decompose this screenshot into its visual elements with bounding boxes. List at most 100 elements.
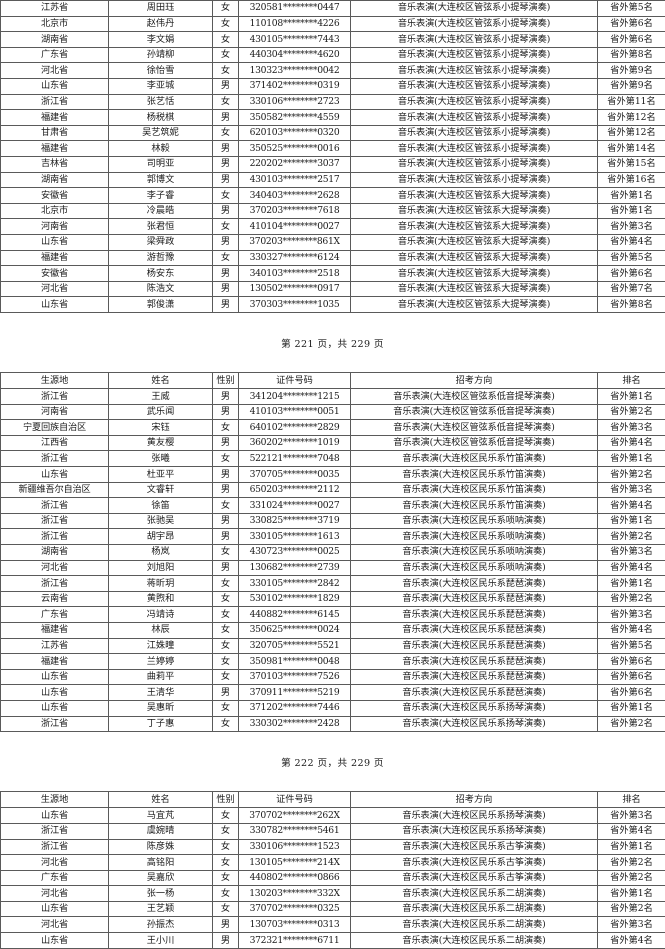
column-header-major: 招考方向 [351, 372, 598, 388]
cell-idno: 410104********0027 [239, 219, 351, 235]
cell-idno: 430103********2517 [239, 172, 351, 188]
cell-major: 音乐表演(大连校区民乐系古筝演奏) [351, 839, 598, 855]
cell-gender: 女 [213, 870, 239, 886]
cell-gender: 男 [213, 917, 239, 933]
cell-origin: 吉林省 [1, 156, 109, 172]
cell-gender: 女 [213, 47, 239, 63]
cell-origin: 广东省 [1, 607, 109, 623]
cell-idno: 440802********0866 [239, 870, 351, 886]
cell-idno: 620103********0320 [239, 125, 351, 141]
cell-origin: 河南省 [1, 404, 109, 420]
cell-rank: 省外第4名 [598, 234, 665, 250]
cell-major: 音乐表演(大连校区管弦系低音提琴演奏) [351, 435, 598, 451]
cell-gender: 男 [213, 685, 239, 701]
cell-name: 吴艺筑妮 [109, 125, 213, 141]
cell-idno: 130502********0917 [239, 281, 351, 297]
cell-major: 音乐表演(大连校区民乐系琵琶演奏) [351, 638, 598, 654]
cell-origin: 安徽省 [1, 266, 109, 282]
cell-name: 周田珏 [109, 1, 213, 17]
cell-gender: 女 [213, 498, 239, 514]
cell-major: 音乐表演(大连校区民乐系竹笛演奏) [351, 498, 598, 514]
table-header-row: 生源地姓名性别证件号码招考方向排名 [1, 792, 665, 808]
cell-idno: 440304********4620 [239, 47, 351, 63]
cell-major: 音乐表演(大连校区民乐系唢呐演奏) [351, 560, 598, 576]
cell-rank: 省外第4名 [598, 933, 665, 949]
cell-gender: 女 [213, 125, 239, 141]
cell-idno: 430723********0025 [239, 545, 351, 561]
column-header-idno: 证件号码 [239, 792, 351, 808]
cell-name: 刘旭阳 [109, 560, 213, 576]
cell-rank: 省外第6名 [598, 266, 665, 282]
cell-rank: 省外第4名 [598, 435, 665, 451]
footer-prefix: 第 [281, 758, 291, 769]
cell-origin: 山东省 [1, 808, 109, 824]
cell-rank: 省外第2名 [598, 529, 665, 545]
cell-major: 音乐表演(大连校区管弦系大提琴演奏) [351, 219, 598, 235]
cell-idno: 330105********1613 [239, 529, 351, 545]
cell-major: 音乐表演(大连校区民乐系扬琴演奏) [351, 700, 598, 716]
cell-rank: 省外第6名 [598, 32, 665, 48]
cell-gender: 男 [213, 78, 239, 94]
footer-prefix: 第 [281, 339, 291, 350]
cell-name: 杜亚平 [109, 467, 213, 483]
cell-rank: 省外第2名 [598, 855, 665, 871]
cell-rank: 省外第11名 [598, 94, 665, 110]
cell-rank: 省外第3名 [598, 545, 665, 561]
cell-origin: 宁夏回族自治区 [1, 420, 109, 436]
cell-origin: 浙江省 [1, 498, 109, 514]
cell-name: 胡宇昂 [109, 529, 213, 545]
cell-name: 张艺恬 [109, 94, 213, 110]
cell-origin: 河北省 [1, 917, 109, 933]
cell-major: 音乐表演(大连校区民乐系琵琶演奏) [351, 622, 598, 638]
cell-name: 杨税棋 [109, 110, 213, 126]
footer-spacer-top [0, 732, 665, 755]
cell-gender: 男 [213, 203, 239, 219]
footer-mid: 页，共 [318, 339, 348, 350]
cell-gender: 男 [213, 281, 239, 297]
cell-idno: 110108********4226 [239, 16, 351, 32]
cell-major: 音乐表演(大连校区管弦系低音提琴演奏) [351, 389, 598, 405]
cell-name: 曲莉平 [109, 669, 213, 685]
cell-rank: 省外第1名 [598, 513, 665, 529]
cell-origin: 江苏省 [1, 1, 109, 17]
cell-rank: 省外第1名 [598, 700, 665, 716]
cell-major: 音乐表演(大连校区民乐系竹笛演奏) [351, 482, 598, 498]
cell-gender: 女 [213, 901, 239, 917]
cell-major: 音乐表演(大连校区管弦系小提琴演奏) [351, 1, 598, 17]
cell-gender: 女 [213, 669, 239, 685]
cell-origin: 山东省 [1, 297, 109, 313]
cell-origin: 河北省 [1, 886, 109, 902]
cell-idno: 371402********0319 [239, 78, 351, 94]
footer-spacer-bottom [0, 350, 665, 372]
cell-idno: 320581********0447 [239, 1, 351, 17]
cell-major: 音乐表演(大连校区管弦系大提琴演奏) [351, 266, 598, 282]
cell-major: 音乐表演(大连校区管弦系小提琴演奏) [351, 16, 598, 32]
cell-name: 吴嘉欣 [109, 870, 213, 886]
cell-gender: 女 [213, 808, 239, 824]
cell-gender: 女 [213, 219, 239, 235]
cell-idno: 130703********0313 [239, 917, 351, 933]
column-header-gender: 性别 [213, 792, 239, 808]
page-footer: 第 222 页，共 229 页 [0, 755, 665, 769]
cell-origin: 湖南省 [1, 32, 109, 48]
cell-name: 司明亚 [109, 156, 213, 172]
cell-gender: 男 [213, 529, 239, 545]
cell-gender: 女 [213, 855, 239, 871]
